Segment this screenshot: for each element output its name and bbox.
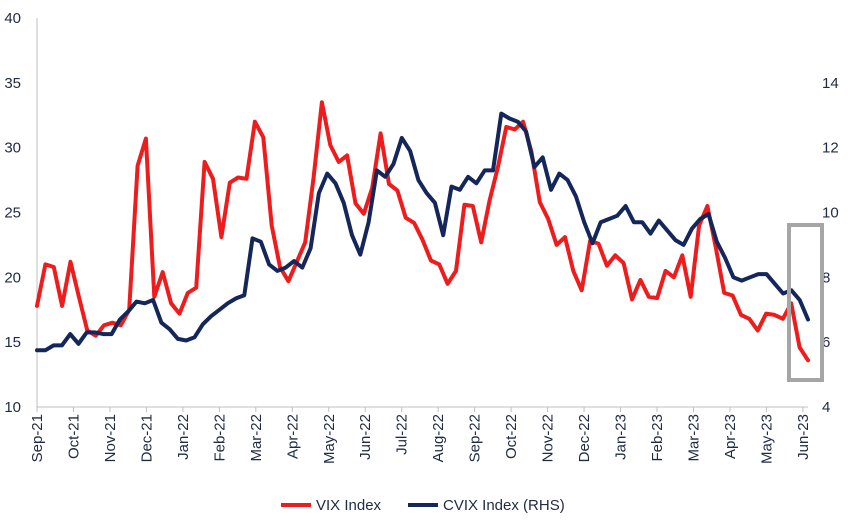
y-left-tick-label: 20	[4, 269, 21, 286]
x-tick-label: May-22	[321, 414, 338, 464]
x-tick-label: Sep-21	[29, 414, 46, 462]
x-axis: Sep-21 Oct-21 Nov-21 Dec-21 Jan-22 Feb-22 Mar-…	[29, 407, 812, 464]
y-right-tick-label: 6	[822, 334, 830, 351]
x-tick-label: Oct-22	[503, 414, 520, 459]
x-tick-label: Mar-23	[685, 414, 702, 462]
x-tick-label: Sep-22	[467, 414, 484, 462]
x-tick-label: Nov-21	[102, 414, 119, 462]
legend: VIX Index CVIX Index (RHS)	[281, 497, 565, 514]
series-line-vix	[35, 100, 810, 363]
y-left-tick-label: 40	[4, 10, 21, 27]
x-tick-label: Jun-22	[357, 414, 374, 460]
axes	[36, 18, 808, 408]
left-y-axis: 10 15 20 25 30 35 40	[4, 10, 21, 416]
legend-label-cvix: CVIX Index (RHS)	[443, 497, 565, 514]
y-right-tick-label: 4	[822, 399, 830, 416]
x-tick-label: Aug-22	[430, 414, 447, 462]
x-tick-label: Dec-21	[138, 414, 155, 462]
y-right-tick-label: 12	[822, 140, 839, 157]
right-y-axis: 4 6 8 10 12 14	[822, 75, 839, 416]
series-lines	[35, 100, 810, 363]
x-tick-label: Apr-22	[284, 414, 301, 459]
y-left-tick-label: 35	[4, 75, 21, 92]
x-tick-label: Feb-23	[649, 414, 666, 462]
x-tick-label: Jul-22	[394, 414, 411, 455]
y-right-tick-label: 8	[822, 269, 830, 286]
legend-label-vix: VIX Index	[316, 497, 382, 514]
y-right-tick-label: 10	[822, 205, 839, 222]
x-tick-label: Apr-23	[722, 414, 739, 459]
highlight-box	[787, 223, 824, 382]
x-tick-label: Nov-22	[540, 414, 557, 462]
x-tick-label: Mar-22	[248, 414, 265, 462]
x-tick-label: Jan-22	[175, 414, 192, 460]
x-tick-label: Jun-23	[795, 414, 812, 460]
x-tick-label: Jan-23	[613, 414, 630, 460]
y-left-tick-label: 25	[4, 205, 21, 222]
y-left-tick-label: 15	[4, 334, 21, 351]
series-line-cvix	[35, 111, 810, 353]
y-right-tick-label: 14	[822, 75, 839, 92]
x-tick-label: Dec-22	[576, 414, 593, 462]
x-tick-label: May-23	[758, 414, 775, 464]
y-left-tick-label: 30	[4, 140, 21, 157]
x-tick-label: Feb-22	[211, 414, 228, 462]
x-tick-label: Oct-21	[65, 414, 82, 459]
y-left-tick-label: 10	[4, 399, 21, 416]
